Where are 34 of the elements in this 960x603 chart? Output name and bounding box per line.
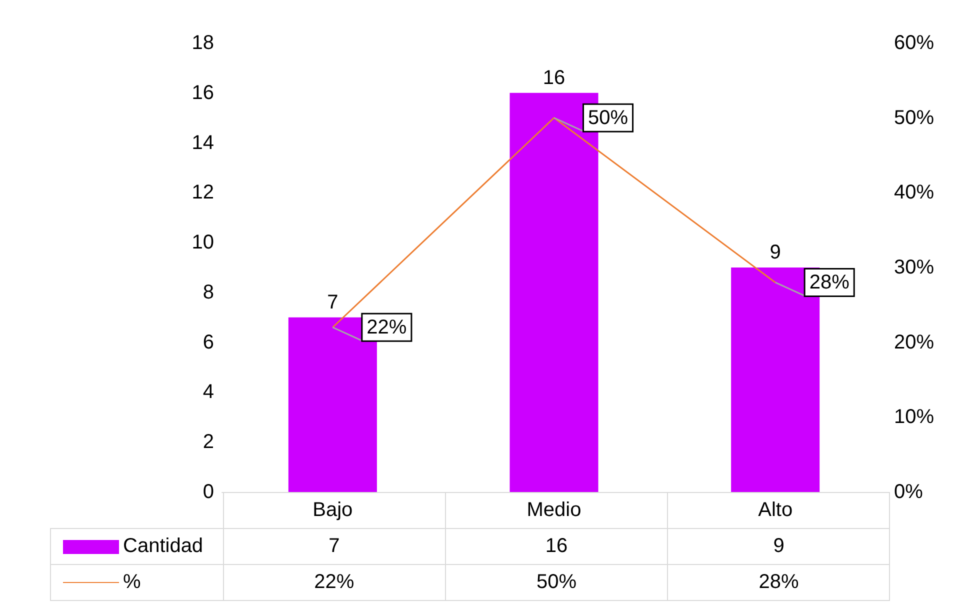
text: 50% (588, 106, 628, 129)
y2-tick-label: 40% (894, 182, 934, 204)
data-label: 50% (445, 564, 668, 600)
legend-label: Cantidad (123, 535, 204, 557)
y2-tick-label: 10% (894, 406, 934, 428)
text: 9 (770, 242, 781, 264)
y2-tick-label: 30% (894, 256, 934, 278)
data-label: 28% (668, 564, 890, 600)
data-label: 22% (223, 564, 446, 600)
y-tick-label: 14 (192, 132, 214, 154)
y-tick-label: 0 (202, 481, 214, 503)
text: 7 (327, 291, 338, 314)
data-label: 9 (668, 528, 890, 564)
y2-tick-label: 60% (894, 32, 934, 54)
x-tick-label: Bajo (312, 499, 353, 521)
y2-tick-label: 20% (894, 331, 934, 354)
legend-label: % (123, 571, 141, 593)
y-tick-label: 12 (192, 182, 214, 204)
data-label: 16 (445, 528, 668, 564)
y-tick-label: 16 (192, 82, 214, 104)
y-tick-label: 10 (192, 232, 214, 254)
y-tick-label: 8 (202, 281, 214, 304)
text: 16 (542, 66, 566, 89)
y-tick-label: 4 (202, 381, 214, 404)
x-tick-label: Medio (526, 499, 582, 521)
y2-tick-label: 50% (894, 106, 934, 129)
y2-tick-label: 0% (894, 481, 924, 503)
x-tick-label: Alto (758, 499, 793, 521)
y-tick-label: 6 (202, 331, 214, 354)
data-label: 7 (223, 528, 446, 564)
y-tick-label: 2 (202, 431, 214, 454)
y-tick-label: 18 (192, 32, 214, 54)
text: 22% (366, 316, 407, 338)
text: 28% (809, 271, 850, 294)
